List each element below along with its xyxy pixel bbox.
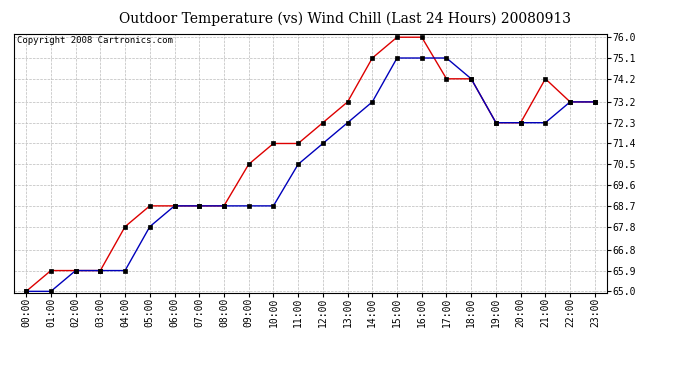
Text: Copyright 2008 Cartronics.com: Copyright 2008 Cartronics.com <box>17 36 172 45</box>
Text: Outdoor Temperature (vs) Wind Chill (Last 24 Hours) 20080913: Outdoor Temperature (vs) Wind Chill (Las… <box>119 11 571 26</box>
